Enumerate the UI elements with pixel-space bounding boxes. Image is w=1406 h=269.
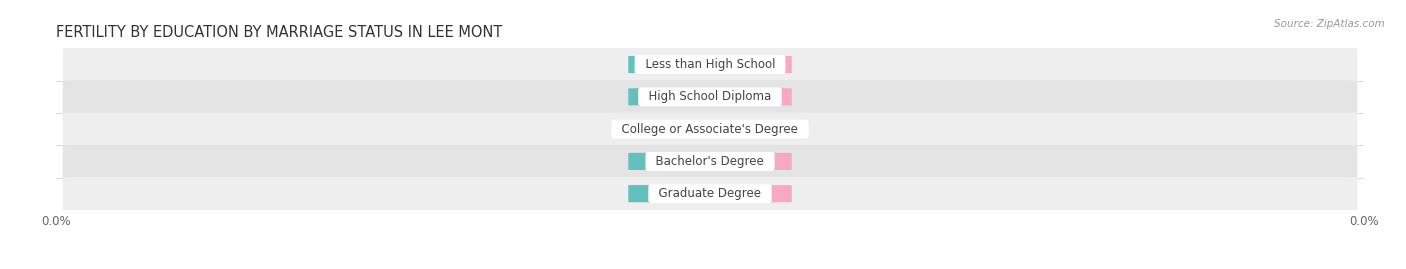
- FancyBboxPatch shape: [628, 121, 713, 138]
- Text: High School Diploma: High School Diploma: [641, 90, 779, 103]
- FancyBboxPatch shape: [707, 56, 792, 73]
- Text: 0.0%: 0.0%: [655, 189, 686, 199]
- Text: 0.0%: 0.0%: [734, 156, 765, 167]
- Text: 0.0%: 0.0%: [655, 92, 686, 102]
- FancyBboxPatch shape: [63, 80, 1357, 114]
- FancyBboxPatch shape: [63, 48, 1357, 81]
- FancyBboxPatch shape: [707, 88, 792, 105]
- FancyBboxPatch shape: [628, 153, 713, 170]
- Text: 0.0%: 0.0%: [734, 124, 765, 134]
- Text: 0.0%: 0.0%: [734, 59, 765, 70]
- Text: 0.0%: 0.0%: [734, 189, 765, 199]
- FancyBboxPatch shape: [707, 185, 792, 202]
- Legend: Married, Unmarried: Married, Unmarried: [624, 266, 796, 269]
- Text: 0.0%: 0.0%: [655, 156, 686, 167]
- FancyBboxPatch shape: [628, 185, 713, 202]
- FancyBboxPatch shape: [63, 177, 1357, 210]
- Text: 0.0%: 0.0%: [734, 92, 765, 102]
- Text: Bachelor's Degree: Bachelor's Degree: [648, 155, 772, 168]
- Text: Less than High School: Less than High School: [637, 58, 783, 71]
- Text: 0.0%: 0.0%: [655, 59, 686, 70]
- FancyBboxPatch shape: [707, 121, 792, 138]
- Text: Graduate Degree: Graduate Degree: [651, 187, 769, 200]
- Text: Source: ZipAtlas.com: Source: ZipAtlas.com: [1274, 19, 1385, 29]
- FancyBboxPatch shape: [63, 112, 1357, 146]
- FancyBboxPatch shape: [63, 145, 1357, 178]
- Text: 0.0%: 0.0%: [655, 124, 686, 134]
- Text: FERTILITY BY EDUCATION BY MARRIAGE STATUS IN LEE MONT: FERTILITY BY EDUCATION BY MARRIAGE STATU…: [56, 25, 502, 40]
- Text: College or Associate's Degree: College or Associate's Degree: [614, 123, 806, 136]
- FancyBboxPatch shape: [628, 56, 713, 73]
- FancyBboxPatch shape: [707, 153, 792, 170]
- FancyBboxPatch shape: [628, 88, 713, 105]
